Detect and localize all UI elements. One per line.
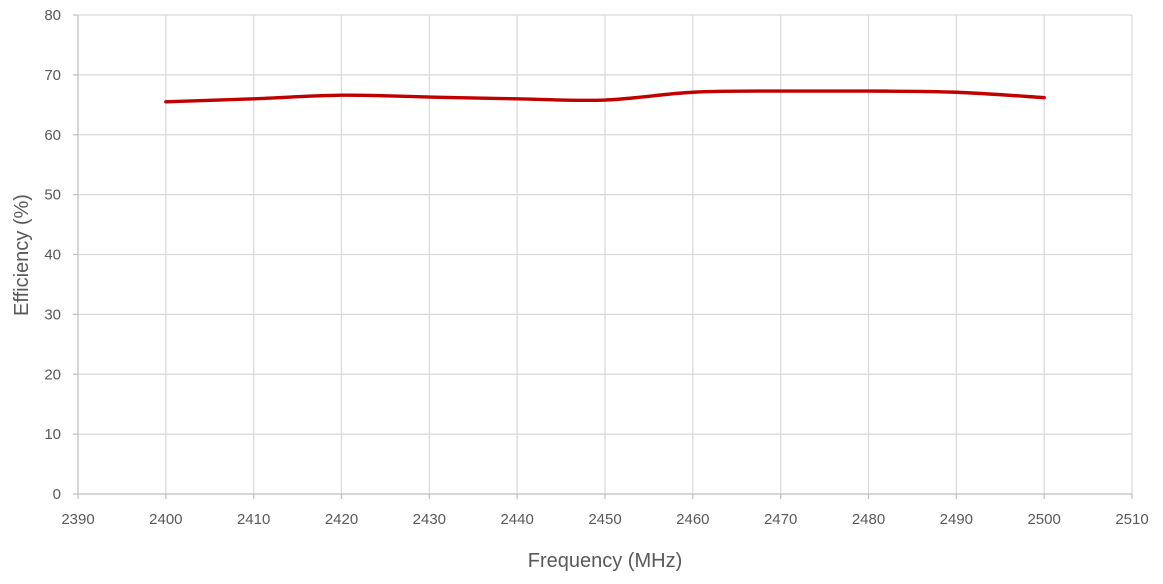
x-tick-label-2510: 2510: [1115, 511, 1148, 528]
x-axis-title: Frequency (MHz): [528, 550, 682, 572]
x-tick-label-2430: 2430: [413, 511, 446, 528]
y-tick-label-20: 20: [44, 366, 61, 383]
tick-labels: 0 10 20 30 40 50 60 70 80 2390 2400 2410 2420 2430 244…: [44, 7, 1148, 528]
y-tick-label-60: 60: [44, 127, 61, 144]
x-tick-label-2500: 2500: [1027, 511, 1060, 528]
x-tick-label-2450: 2450: [588, 511, 621, 528]
x-tick-label-2420: 2420: [325, 511, 358, 528]
x-tick-label-2390: 2390: [61, 511, 94, 528]
x-tick-label-2480: 2480: [852, 511, 885, 528]
x-tick-label-2410: 2410: [237, 511, 270, 528]
y-tick-label-80: 80: [44, 7, 61, 24]
y-tick-label-40: 40: [44, 247, 61, 264]
x-tick-label-2400: 2400: [149, 511, 182, 528]
series-line-0: [164, 89, 1046, 104]
y-tick-label-10: 10: [44, 426, 61, 443]
x-tick-label-2440: 2440: [500, 511, 533, 528]
x-tick-label-2460: 2460: [676, 511, 709, 528]
series-layer: [164, 89, 1046, 104]
y-tick-label-50: 50: [44, 187, 61, 204]
axes: [73, 14, 1133, 499]
x-tick-label-2470: 2470: [764, 511, 797, 528]
y-tick-label-30: 30: [44, 306, 61, 323]
y-axis-title: Efficiency (%): [11, 194, 33, 316]
x-tick-label-2490: 2490: [940, 511, 973, 528]
y-tick-label-0: 0: [53, 486, 61, 503]
grid-lines: [78, 14, 1133, 494]
y-tick-label-70: 70: [44, 67, 61, 84]
